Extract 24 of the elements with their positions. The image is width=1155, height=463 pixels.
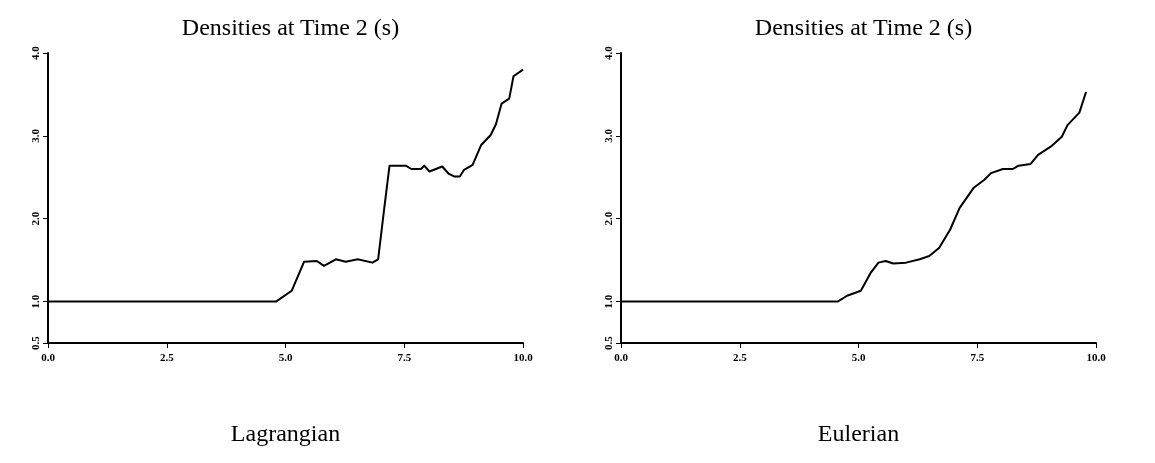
y-tick-label: 1.0 (601, 294, 614, 309)
y-tick-label: 2.0 (28, 211, 41, 226)
x-tick-label: 7.5 (970, 350, 985, 363)
chart-title: Densities at Time 2 (s) (181, 14, 400, 40)
y-tick-label: 0.5 (601, 335, 614, 350)
x-tick-label: 2.5 (159, 350, 175, 363)
x-tick-label: 7.5 (397, 350, 412, 363)
x-tick-label: 10.0 (513, 350, 534, 363)
y-tick-label: 1.0 (28, 294, 41, 309)
x-tick-label: 2.5 (732, 350, 748, 363)
y-tick-label: 3.0 (601, 128, 614, 143)
y-tick-label: 4.0 (28, 45, 41, 60)
y-tick-label: 0.5 (28, 335, 41, 350)
y-tick-label: 2.0 (601, 211, 614, 226)
x-axis-title: Eulerian (817, 420, 900, 446)
x-axis-title: Lagrangian (230, 420, 341, 446)
x-tick-label: 5.0 (278, 350, 293, 363)
x-tick-label: 0.0 (41, 350, 56, 363)
chart-title: Densities at Time 2 (s) (754, 14, 973, 40)
y-tick-label: 4.0 (601, 45, 614, 60)
y-tick-label: 3.0 (28, 128, 41, 143)
x-tick-label: 0.0 (614, 350, 629, 363)
x-tick-label: 5.0 (851, 350, 866, 363)
x-tick-label: 10.0 (1086, 350, 1107, 363)
